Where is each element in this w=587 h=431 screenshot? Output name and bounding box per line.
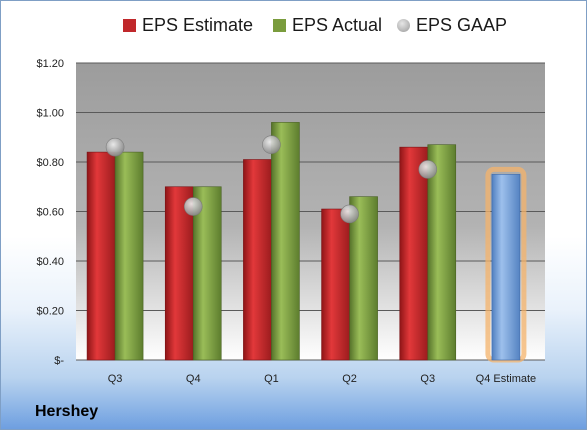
legend-label-eps-actual: EPS Actual <box>292 15 383 35</box>
y-tick-label: $- <box>54 355 64 367</box>
x-tick-label: Q4 <box>186 373 201 385</box>
bar-eps-estimate <box>399 146 429 361</box>
point-eps-gaap <box>418 160 438 179</box>
legend-label-eps-gaap: EPS GAAP <box>416 15 508 35</box>
point-eps-gaap <box>183 197 203 216</box>
x-tick-label: Q1 <box>264 373 279 385</box>
bar-q4-estimate <box>491 174 521 361</box>
bar-eps-estimate <box>321 208 350 361</box>
y-tick-label: $0.60 <box>36 207 64 219</box>
x-tick-label: Q4 Estimate <box>476 373 537 385</box>
company-name: Hershey <box>35 403 99 420</box>
bar-eps-actual <box>271 122 300 361</box>
bar-eps-estimate <box>243 159 272 361</box>
bar-eps-estimate <box>164 186 194 361</box>
legend-swatch-eps-actual <box>273 19 286 32</box>
x-tick-label: Q3 <box>420 373 435 385</box>
bar-eps-actual <box>349 196 378 361</box>
y-tick-label: $1.00 <box>36 108 64 120</box>
bar-eps-actual <box>192 186 222 361</box>
x-tick-label: Q2 <box>342 373 357 385</box>
legend-marker-eps-gaap <box>397 19 410 32</box>
legend-item-eps-actual: EPS Actual <box>273 15 382 36</box>
legend-item-eps-estimate: EPS Estimate <box>123 15 253 36</box>
y-tick-label: $0.20 <box>36 306 64 318</box>
point-eps-gaap <box>340 204 359 224</box>
y-tick-label: $0.80 <box>36 157 64 169</box>
bar-eps-actual <box>114 151 144 361</box>
y-tick-label: $1.20 <box>36 58 64 70</box>
point-eps-gaap <box>105 137 125 157</box>
bar-eps-actual <box>427 144 457 361</box>
bar-eps-estimate <box>86 151 116 361</box>
legend-label-eps-estimate: EPS Estimate <box>142 15 254 35</box>
point-eps-gaap <box>262 135 281 154</box>
y-tick-label: $0.40 <box>36 256 64 268</box>
x-tick-label: Q3 <box>108 373 123 385</box>
legend-item-eps-gaap: EPS GAAP <box>397 15 507 36</box>
legend-swatch-eps-estimate <box>123 19 136 32</box>
legend: EPS Estimate EPS Actual EPS GAAP <box>1 15 587 45</box>
